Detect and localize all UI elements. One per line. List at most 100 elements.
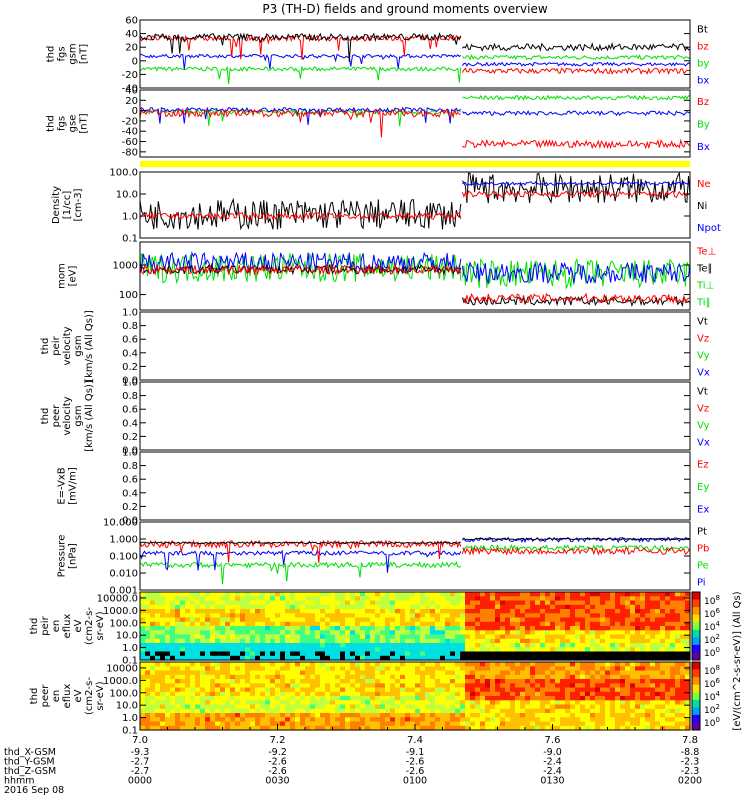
spectrogram-cell [535,721,541,727]
spectrogram-cell [465,683,471,689]
spectrogram-cell [285,621,291,627]
spectrogram-cell [670,647,676,653]
spectrogram-cell [570,655,576,661]
spectrogram-cell [525,592,531,597]
spectrogram-cell [500,638,506,644]
spectrogram-cell [140,647,146,653]
spectrogram-cell [175,670,181,676]
spectrogram-cell [450,634,456,640]
spectrogram-cell [445,717,451,723]
spectrogram-cell [150,638,156,644]
spectrogram-cell [145,643,151,648]
spectrogram-cell [440,634,446,640]
spectrogram-cell [495,655,501,661]
spectrogram-cell [375,717,381,723]
spectrogram-cell [530,592,536,597]
spectrogram-cell [270,651,276,657]
colorbar-segment [692,607,700,616]
spectrogram-cell [365,683,371,689]
spectrogram-cell [250,666,256,672]
spectrogram-cell [435,592,441,597]
spectrogram-cell [290,725,296,731]
spectrogram-cell [310,626,316,631]
spectrogram-cell [335,604,341,610]
spectrogram-cell [370,704,376,710]
spectrogram-cell [215,655,221,661]
spectrogram-cell [655,674,661,680]
spectrogram-cell [580,713,586,718]
spectrogram-cell [390,596,396,602]
spectrogram-cell [605,713,611,718]
spectrogram-cell [170,674,176,680]
spectrogram-cell [145,696,151,701]
spectrogram-cell [275,651,281,657]
spectrogram-cell [250,617,256,623]
spectrogram-cell [495,596,501,602]
spectrogram-cell [415,725,421,731]
spectrogram-cell [365,666,371,672]
spectrogram-cell [675,651,681,657]
spectrogram-cell [445,700,451,706]
spectrogram-cell [140,609,146,614]
spectrogram-cell [630,600,636,606]
spectrogram-cell [545,655,551,661]
spectrogram-cell [595,655,601,661]
spectrogram-cell [340,670,346,676]
spectrogram-cell [445,687,451,693]
spectrogram-cell [325,643,331,648]
spectrogram-cell [140,626,146,631]
spectrogram-cell [560,617,566,623]
spectrogram-cell [165,687,171,693]
spectrogram-cell [565,634,571,640]
spectrogram-cell [405,662,411,667]
spectrogram-cell [385,717,391,723]
spectrogram-cell [345,630,351,636]
spectrogram-cell [215,725,221,731]
spectrogram-cell [285,609,291,614]
spectrogram-cell [315,609,321,614]
spectrogram-cell [645,634,651,640]
spectrogram-cell [270,621,276,627]
spectrogram-cell [385,662,391,667]
spectrogram-cell [415,604,421,610]
spectrogram-cell [605,670,611,676]
spectrogram-cell [630,617,636,623]
spectrogram-cell [410,721,416,727]
spectrogram-cell [325,683,331,689]
spectrogram-cell [505,609,511,614]
spectrogram-cell [475,704,481,710]
spectrogram-cell [630,613,636,619]
spectrogram-cell [625,696,631,701]
spectrogram-cell [450,708,456,714]
spectrogram-cell [220,683,226,689]
spectrogram-cell [250,725,256,731]
spectrogram-cell [315,630,321,636]
spectrogram-cell [520,670,526,676]
spectrogram-cell [145,651,151,657]
spectrogram-cell [490,613,496,619]
fgs_gse-legend-Bx: Bx [697,142,710,153]
spectrogram-cell [630,691,636,697]
spectrogram-cell [180,662,186,667]
spectrogram-cell [230,634,236,640]
spectrogram-cell [155,638,161,644]
spectrogram-cell [430,600,436,606]
spectrogram-cell [290,647,296,653]
spectrogram-cell [420,592,426,597]
spectrogram-cell [560,713,566,718]
peir_velocity-legend-Vx: Vx [697,368,710,379]
spectrogram-cell [385,626,391,631]
spectrogram-cell [420,704,426,710]
x-row-value: -2.7 [131,766,150,777]
spectrogram-cell [570,600,576,606]
spectrogram-cell [225,683,231,689]
spectrogram-cell [490,717,496,723]
spectrogram-cell [535,696,541,701]
spectrogram-cell [320,638,326,644]
spectrogram-cell [680,700,686,706]
spectrogram-cell [650,651,656,657]
spectrogram-cell [365,696,371,701]
spectrogram-cell [330,626,336,631]
spectrogram-cell [465,666,471,672]
spectrogram-cell [145,626,151,631]
